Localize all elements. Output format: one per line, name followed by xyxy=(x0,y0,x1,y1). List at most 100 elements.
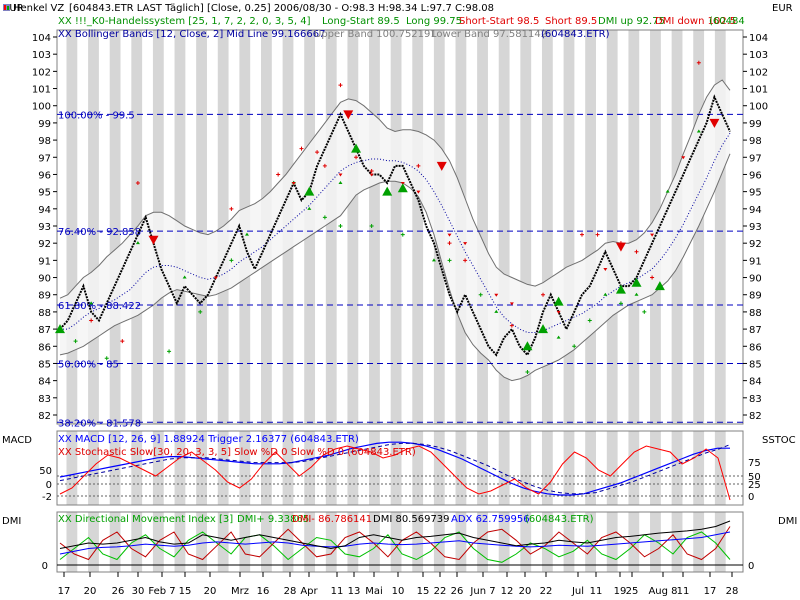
short-dot-marker xyxy=(603,267,608,271)
header-symbol: Henkel VZ xyxy=(13,3,64,14)
stripe xyxy=(477,512,488,572)
dmi-series-line xyxy=(59,520,731,550)
stripe xyxy=(606,30,618,424)
y-tick-label-right: 98 xyxy=(749,136,762,147)
y-tick-label-right: 88 xyxy=(749,308,762,319)
stripe xyxy=(390,512,402,572)
short-dot-marker xyxy=(369,173,374,177)
plus-green-marker xyxy=(642,309,647,314)
x-tick-label: 22 xyxy=(540,586,553,597)
stripe xyxy=(369,30,380,424)
y-tick-label-left: 101 xyxy=(32,85,51,96)
header-info: [604843.ETR LAST Täglich] [Close, 0.25] … xyxy=(69,3,494,14)
plus-green-marker xyxy=(338,224,343,228)
long-signal-triangle xyxy=(55,324,65,334)
x-tick-label: 22 xyxy=(434,586,447,597)
stripe xyxy=(282,431,294,505)
y-tick-label-right: 101 xyxy=(749,85,768,96)
stripe xyxy=(347,30,359,424)
system-id: (60484 xyxy=(709,16,745,27)
x-tick-label: 28 xyxy=(726,586,739,597)
short-dot-marker xyxy=(556,310,561,314)
long-signal-triangle xyxy=(397,183,408,193)
y-tick-label-right: 96 xyxy=(749,170,762,181)
plus-red-marker xyxy=(89,318,94,323)
plus-red-marker xyxy=(447,241,452,246)
macd-tick-left: 0 xyxy=(46,480,52,491)
plus-red-marker xyxy=(229,206,234,211)
currency-label-left: EUR xyxy=(3,3,24,14)
sstoc-panel-label: SSTOC xyxy=(762,435,796,446)
plus-red-marker xyxy=(338,83,343,88)
short-signal-triangle xyxy=(436,161,447,171)
x-tick-label: 26 xyxy=(451,586,464,597)
stripe xyxy=(66,30,78,424)
signal-markers xyxy=(55,60,720,375)
stripe xyxy=(714,431,726,505)
adx-label: ADX 62.759956 xyxy=(451,514,530,525)
y-tick-label-right: 82 xyxy=(749,411,762,422)
short-dot-marker xyxy=(416,190,421,194)
long-signal-triangle xyxy=(538,324,549,334)
y-tick-label-left: 93 xyxy=(38,222,51,233)
macd-trigger-line xyxy=(59,442,731,495)
weekly-stripes-macd xyxy=(66,431,726,505)
x-tick-label: Feb 7 xyxy=(148,586,175,597)
dmi-panel-label-right: DMI xyxy=(778,516,797,527)
stripe xyxy=(541,431,553,505)
stripe xyxy=(585,431,596,505)
y-tick-label-left: 104 xyxy=(32,33,51,44)
macd-tick-left: -2 xyxy=(42,492,52,503)
main-panel-frame xyxy=(56,29,744,425)
fibonacci-levels: 100.00% - 99.5 76.40% - 92.858 61.80% - 88… xyxy=(57,110,743,429)
plus-red-marker xyxy=(120,339,125,344)
stripe xyxy=(325,30,337,424)
long-label: Long 99.75 xyxy=(406,16,462,27)
short-dot-marker xyxy=(447,233,452,237)
plus-green-marker xyxy=(73,339,78,344)
bollinger-id: (604843.ETR) xyxy=(541,29,610,40)
stripe xyxy=(714,30,726,424)
dmi-value-label: DMI 80.569739 xyxy=(373,514,450,525)
plus-green-marker xyxy=(478,292,483,297)
bollinger-label: XX Bollinger Bands [12, Close, 2] Mid Li… xyxy=(58,29,325,40)
stripe xyxy=(650,431,661,505)
x-tick-label: Jun 7 xyxy=(469,586,495,597)
short-dot-marker xyxy=(509,302,514,306)
dmi-series-line xyxy=(59,526,731,561)
stripe xyxy=(520,512,532,572)
dmi-up-label: DMI up 92.75 xyxy=(598,16,665,27)
x-tick-label: 19 xyxy=(614,586,627,597)
long-signal-triangle xyxy=(351,143,362,153)
y-tick-label-right: 86 xyxy=(749,342,762,353)
stripe xyxy=(541,30,553,424)
macd-panel-label: MACD xyxy=(2,435,32,446)
long-signal-triangle xyxy=(553,296,564,306)
stripe xyxy=(498,512,510,572)
y-tick-label-right: 83 xyxy=(749,394,762,405)
macd-tick-left: 50 xyxy=(39,466,52,477)
stripe xyxy=(152,431,164,505)
stripe xyxy=(261,431,272,505)
x-axis: 17 20 26 30 Feb 7 15 20 Mrz 16 28 Apr 11 13 Mai 10 15 22… xyxy=(58,572,739,597)
x-tick-label: Aug 8 xyxy=(648,586,677,597)
stripe xyxy=(433,431,445,505)
x-tick-label: 16 xyxy=(257,586,270,597)
y-tick-label-right: 89 xyxy=(749,291,762,302)
long-dot-marker xyxy=(494,309,499,313)
stripe xyxy=(88,512,99,572)
dmi-panel-label: DMI xyxy=(2,516,21,527)
plus-green-marker xyxy=(104,356,109,361)
dmi-tick-right: 0 xyxy=(748,561,754,572)
stripe xyxy=(325,431,337,505)
stripe xyxy=(563,512,575,572)
plus-red-marker xyxy=(509,323,514,328)
long-dot-marker xyxy=(634,292,639,296)
long-signal-triangle xyxy=(382,186,393,196)
macd-legend: XX MACD [12, 26, 9] 1.88924 Trigger 2.16… xyxy=(58,434,359,445)
x-tick-label: Apr xyxy=(300,586,318,597)
stripe xyxy=(650,512,661,572)
dmi-series-line xyxy=(59,531,731,555)
plus-green-marker xyxy=(167,349,172,354)
